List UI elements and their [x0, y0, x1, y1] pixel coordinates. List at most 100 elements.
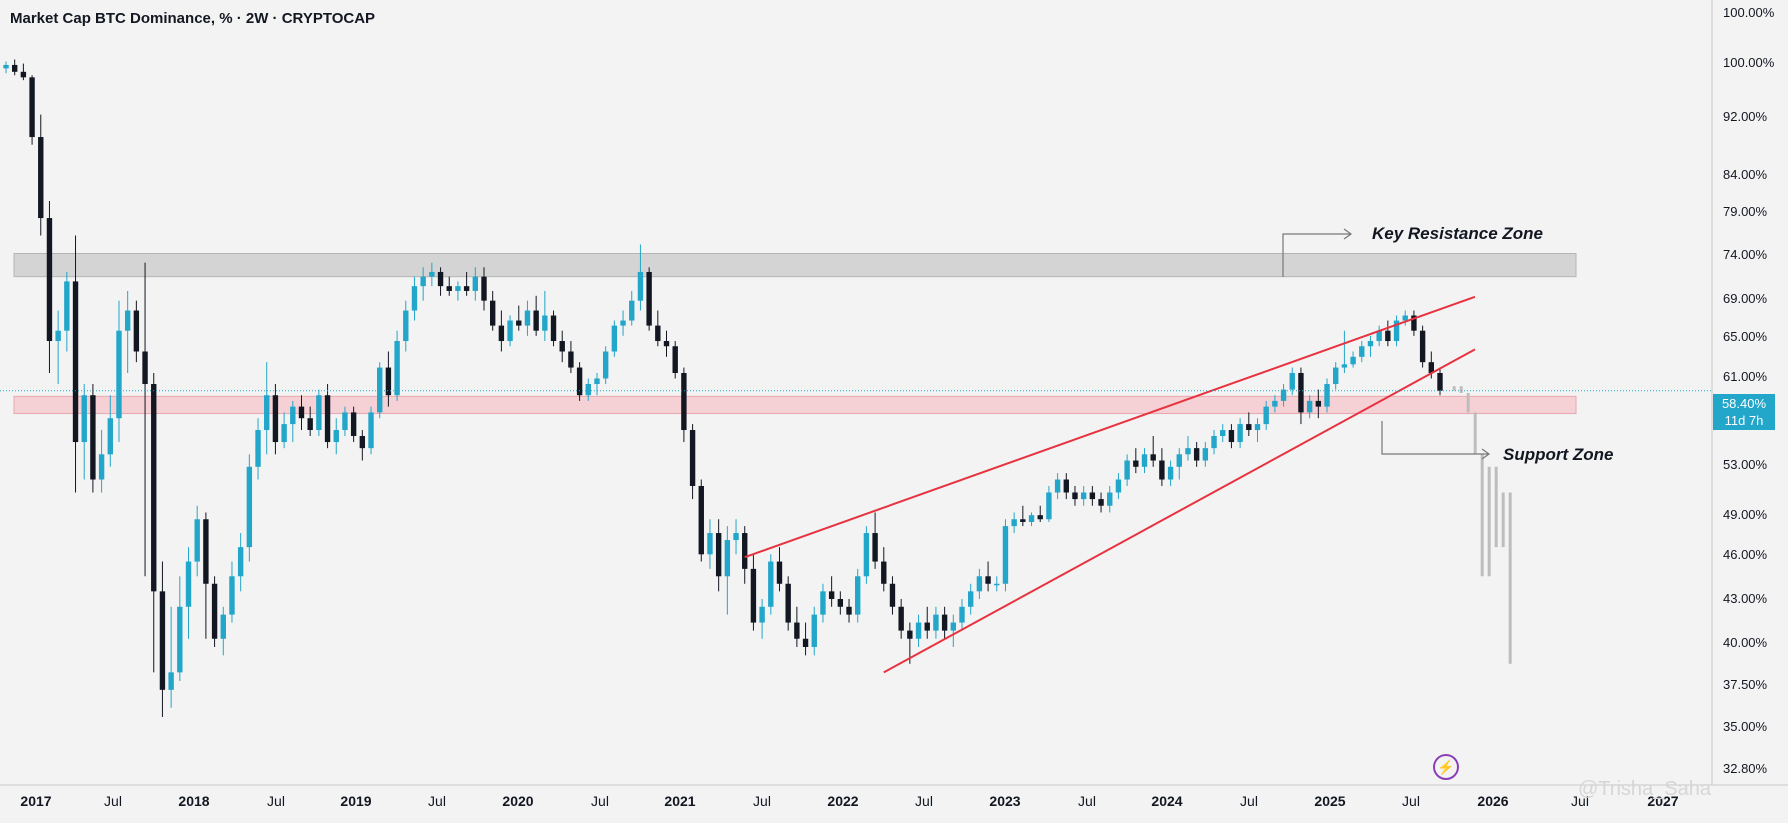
candle-up — [81, 395, 87, 443]
candle-up — [342, 412, 348, 431]
candle-up — [759, 606, 765, 623]
candle-down — [837, 599, 844, 607]
candle-up — [1185, 448, 1191, 455]
candle-up — [1124, 460, 1130, 480]
candle-down — [1098, 499, 1104, 506]
candle-down — [463, 286, 470, 291]
candle-down — [133, 310, 140, 352]
x-tick-label: 2017 — [20, 793, 51, 809]
candle-up — [394, 341, 400, 396]
candle-down — [385, 367, 392, 396]
candle-up — [768, 561, 774, 607]
candle-down — [785, 583, 791, 623]
candle-down — [1020, 519, 1026, 522]
candle-down — [907, 630, 913, 639]
candle-up — [1402, 315, 1408, 321]
candle-up — [1046, 492, 1052, 520]
candle-down — [742, 533, 748, 569]
candle-down — [941, 614, 948, 631]
candle-down — [576, 367, 583, 396]
candle-up — [629, 300, 635, 321]
resistance-zone — [13, 252, 1577, 278]
candle-up — [420, 276, 426, 287]
candle-up — [1167, 466, 1174, 480]
candle-down — [38, 137, 44, 219]
candle-down — [672, 346, 678, 373]
candle-up — [429, 271, 435, 277]
support-zone-label: Support Zone — [1503, 445, 1613, 464]
candle-down — [776, 561, 783, 584]
candle-down — [985, 576, 991, 584]
candle-down — [1037, 515, 1043, 520]
candle-up — [368, 412, 374, 449]
bar-countdown: 11d 7h — [1724, 413, 1764, 428]
candle-up — [116, 330, 122, 419]
candle-up — [1002, 526, 1009, 584]
x-tick-label: Jul — [1240, 793, 1258, 809]
candle-down — [307, 418, 313, 431]
candle-down — [681, 372, 687, 431]
candle-down — [924, 622, 930, 631]
candle-down — [1298, 372, 1304, 413]
bolt-icon[interactable]: ⚡ — [1433, 754, 1459, 780]
candle-down — [203, 519, 209, 584]
candle-down — [533, 310, 539, 331]
candle-up — [637, 271, 644, 301]
candle-down — [11, 64, 18, 72]
y-tick-label: 69.00% — [1723, 291, 1768, 306]
resistance-zone-label: Key Resistance Zone — [1372, 224, 1543, 243]
x-tick-label: Jul — [915, 793, 933, 809]
candle-up — [1376, 330, 1382, 342]
candle-up — [611, 325, 618, 352]
candle-up — [542, 315, 548, 331]
candle-down — [211, 583, 218, 639]
candle-up — [959, 606, 965, 623]
candle-down — [1072, 492, 1078, 500]
candle-up — [290, 406, 296, 425]
candle-up — [967, 591, 974, 607]
candle-down — [359, 436, 366, 449]
candle-down — [646, 271, 652, 326]
candle-up — [1011, 519, 1017, 527]
candle-up — [1367, 341, 1374, 347]
y-tick-label: 74.00% — [1723, 247, 1768, 262]
candle-down — [1228, 430, 1235, 443]
candle-down — [142, 351, 148, 385]
x-tick-label: 2020 — [502, 793, 533, 809]
x-tick-label: Jul — [428, 793, 446, 809]
candle-down — [663, 341, 670, 347]
candle-down — [689, 430, 696, 486]
candle-up — [168, 672, 174, 690]
y-tick-label: 35.00% — [1723, 719, 1768, 734]
candle-up — [585, 384, 591, 396]
y-tick-label: 40.00% — [1723, 635, 1768, 650]
candle-up — [55, 330, 61, 342]
candle-up — [124, 310, 131, 331]
x-tick-label: 2024 — [1151, 793, 1182, 809]
candle-up — [1272, 400, 1278, 407]
candle-up — [976, 576, 983, 592]
candle-down — [1193, 448, 1200, 461]
candle-up — [472, 276, 479, 291]
x-tick-label: 2026 — [1477, 793, 1508, 809]
candle-down — [655, 325, 661, 342]
candle-down — [516, 320, 522, 326]
candle-up — [1115, 479, 1122, 493]
candle-up — [3, 64, 9, 69]
candle-down — [550, 315, 557, 342]
candle-down — [151, 384, 157, 592]
x-tick-label: Jul — [591, 793, 609, 809]
candle-up — [1054, 479, 1061, 493]
candle-up — [220, 614, 226, 639]
candle-up — [950, 622, 957, 631]
projection-bar — [1473, 412, 1477, 455]
chart-title: Market Cap BTC Dominance, % · 2W · CRYPT… — [10, 10, 376, 27]
y-tick-label: 43.00% — [1723, 591, 1768, 606]
resistance-arrowhead — [1343, 228, 1353, 240]
candle-down — [324, 395, 331, 443]
candle-down — [298, 406, 305, 419]
candle-down — [1419, 330, 1426, 363]
projection-bar — [1452, 386, 1456, 391]
